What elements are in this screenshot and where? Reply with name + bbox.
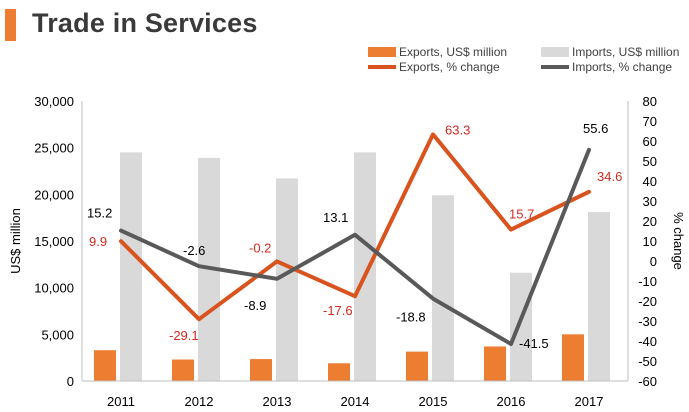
exports-change-label: 34.6 (597, 169, 622, 184)
legend-label-imports-bar: Imports, US$ million (572, 45, 679, 59)
legend-swatch-imports-bar (541, 47, 569, 57)
y2-tick-label: 10 (643, 234, 657, 249)
imports-change-label: 55.6 (583, 121, 608, 136)
page-title: Trade in Services (32, 8, 258, 38)
x-tick-label: 2014 (341, 394, 370, 409)
y2-tick-label: -60 (638, 374, 657, 389)
imports-bar (588, 212, 610, 381)
y2-tick-label: 60 (643, 134, 657, 149)
imports-change-label: -18.8 (396, 310, 426, 325)
legend-swatch-exports-bar (368, 47, 396, 57)
exports-bar (562, 334, 584, 381)
y2-tick-label: 40 (643, 174, 657, 189)
imports-change-line (119, 147, 591, 346)
y2-tick-label: -10 (638, 274, 657, 289)
title-accent-bar (5, 9, 16, 41)
legend-label-exports-line: Exports, % change (399, 60, 500, 74)
exports-change-label: -0.2 (249, 240, 271, 255)
x-tick-label: 2017 (575, 394, 604, 409)
imports-change-label: -8.9 (244, 298, 266, 313)
legend-label-exports-bar: Exports, US$ million (399, 45, 507, 59)
exports-bar (172, 359, 194, 381)
exports-bar (328, 363, 350, 381)
exports-change-label: -29.1 (169, 328, 199, 343)
x-tick-label: 2012 (185, 394, 214, 409)
y2-tick-label: 70 (643, 114, 657, 129)
y-tick-label: 10,000 (34, 281, 74, 296)
exports-bar (484, 346, 506, 381)
imports-change-label: 13.1 (323, 210, 348, 225)
y2-tick-label: 20 (643, 214, 657, 229)
x-tick-label: 2013 (263, 394, 292, 409)
y-tick-label: 30,000 (34, 94, 74, 109)
x-tick-label: 2016 (497, 394, 526, 409)
exports-bar (250, 359, 272, 381)
y2-tick-label: -30 (638, 314, 657, 329)
imports-bar (354, 152, 376, 381)
y2-tick-label: 50 (643, 154, 657, 169)
imports-bar (432, 195, 454, 381)
imports-bar (120, 152, 142, 381)
y2-tick-label: -50 (638, 354, 657, 369)
exports-change-label: 9.9 (89, 234, 107, 249)
exports-bar (94, 350, 116, 381)
y-tick-label: 20,000 (34, 187, 74, 202)
y2-tick-label: 0 (650, 254, 657, 269)
exports-change-line (119, 132, 591, 322)
imports-bar (510, 272, 532, 381)
x-tick-label: 2015 (419, 394, 448, 409)
y2-tick-label: 30 (643, 194, 657, 209)
imports-change-label: -41.5 (519, 336, 549, 351)
x-tick-label: 2011 (107, 394, 135, 409)
exports-change-label: 63.3 (445, 122, 470, 137)
y-tick-label: 15,000 (34, 234, 74, 249)
imports-bar (276, 178, 298, 381)
exports-change-label: -17.6 (323, 303, 353, 318)
y2-tick-label: -40 (638, 334, 657, 349)
exports-bar (406, 351, 428, 381)
legend-label-imports-line: Imports, % change (572, 60, 672, 74)
y2-tick-label: 80 (643, 94, 657, 109)
exports-change-label: 15.7 (509, 207, 534, 222)
y2-tick-label: -20 (638, 294, 657, 309)
imports-change-label: -2.6 (183, 243, 205, 258)
y-tick-label: 5,000 (41, 327, 74, 342)
y2-axis-title: % change (671, 212, 686, 270)
y-axis-title: US$ million (8, 208, 23, 274)
imports-change-label: 15.2 (87, 206, 112, 221)
y-tick-label: 25,000 (34, 141, 74, 156)
y-tick-label: 0 (67, 374, 74, 389)
